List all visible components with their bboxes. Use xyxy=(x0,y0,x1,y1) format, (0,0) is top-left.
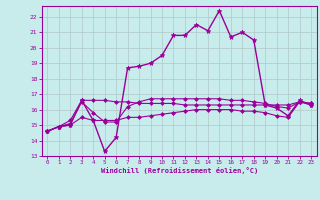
X-axis label: Windchill (Refroidissement éolien,°C): Windchill (Refroidissement éolien,°C) xyxy=(100,167,258,174)
